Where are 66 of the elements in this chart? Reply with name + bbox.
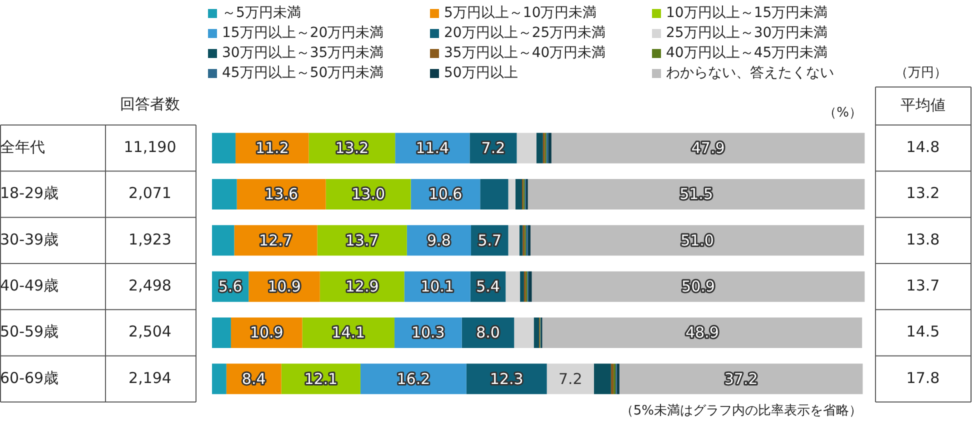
- data-label: 47.9: [691, 138, 725, 157]
- y-tick-label: 30-39歳: [0, 230, 59, 248]
- data-label: 13.6: [264, 185, 298, 204]
- data-label: 5.4: [476, 277, 500, 296]
- y-tick-label: 60-69歳: [0, 368, 59, 387]
- legend-label: 15万円以上～20万円未満: [221, 24, 385, 43]
- legend-label: 25万円以上～30万円未満: [665, 24, 829, 43]
- legend-label: 30万円以上～35万円未満: [221, 44, 385, 63]
- data-label: 13.7: [345, 231, 379, 250]
- legend-label: ～5万円未満: [221, 4, 302, 23]
- text: 2,498: [128, 276, 172, 294]
- data-label: 12.3: [490, 370, 524, 388]
- text: 2,071: [128, 184, 172, 202]
- legend-label: 10万円以上～15万円未満: [665, 4, 829, 23]
- text: 平均値: [900, 96, 946, 114]
- data-label: 10.3: [411, 324, 445, 342]
- legend-label: 40万円以上～45万円未満: [665, 44, 829, 63]
- data-label: 51.0: [680, 231, 714, 250]
- legend-label: わからない、答えたくない: [665, 64, 835, 83]
- data-label: 13.0: [352, 185, 386, 204]
- y-tick-label: 18-29歳: [0, 184, 59, 202]
- data-label: 48.9: [685, 324, 719, 342]
- data-label: 5.6: [218, 277, 242, 296]
- data-label: 37.2: [724, 370, 758, 388]
- data-label: 10.9: [268, 277, 301, 296]
- legend-label: 5万円以上～10万円未満: [443, 4, 598, 23]
- data-label: 7.2: [481, 138, 506, 157]
- text: 13.7: [906, 276, 940, 294]
- text: 1,923: [128, 230, 172, 248]
- text: （5%未満はグラフ内の比率表示を省略）: [620, 402, 862, 418]
- data-label: 16.2: [396, 370, 430, 388]
- data-label: 8.0: [476, 324, 500, 342]
- text: 14.5: [906, 322, 940, 341]
- text: 17.8: [906, 368, 940, 387]
- data-label: 8.4: [242, 370, 266, 388]
- data-label: 11.2: [255, 138, 289, 157]
- text: 13.8: [906, 230, 940, 248]
- y-tick-label: 全年代: [0, 138, 45, 156]
- text: 11,190: [124, 138, 176, 156]
- y-tick-label: 40-49歳: [0, 276, 59, 294]
- data-label: 11.4: [416, 138, 450, 157]
- data-label: 5.7: [478, 231, 502, 250]
- text: 14.8: [906, 138, 940, 156]
- text: 2,504: [128, 322, 172, 341]
- data-label: 50.9: [682, 277, 715, 296]
- data-label: 12.7: [259, 231, 292, 250]
- legend-label: 35万円以上～40万円未満: [443, 44, 607, 63]
- legend-label: 45万円以上～50万円未満: [221, 64, 385, 83]
- legend-label: 20万円以上～25万円未満: [443, 24, 607, 43]
- data-label: 14.1: [332, 324, 366, 342]
- text: 13.2: [906, 184, 940, 202]
- data-label: 12.9: [345, 277, 379, 296]
- y-tick-label: 50-59歳: [0, 322, 59, 341]
- data-label: 9.8: [427, 231, 451, 250]
- text: （万円）: [895, 65, 947, 80]
- text: 回答者数: [120, 94, 180, 113]
- data-label: 7.2: [558, 370, 582, 388]
- text: 2,194: [128, 368, 172, 387]
- data-label: 51.5: [680, 185, 713, 204]
- text: （%）: [824, 105, 862, 120]
- data-label: 13.2: [335, 138, 369, 157]
- data-label: 10.1: [420, 277, 454, 296]
- data-label: 10.6: [428, 185, 462, 204]
- legend-label: 50万円以上: [443, 64, 519, 83]
- data-label: 12.1: [304, 370, 338, 388]
- data-label: 10.9: [250, 324, 284, 342]
